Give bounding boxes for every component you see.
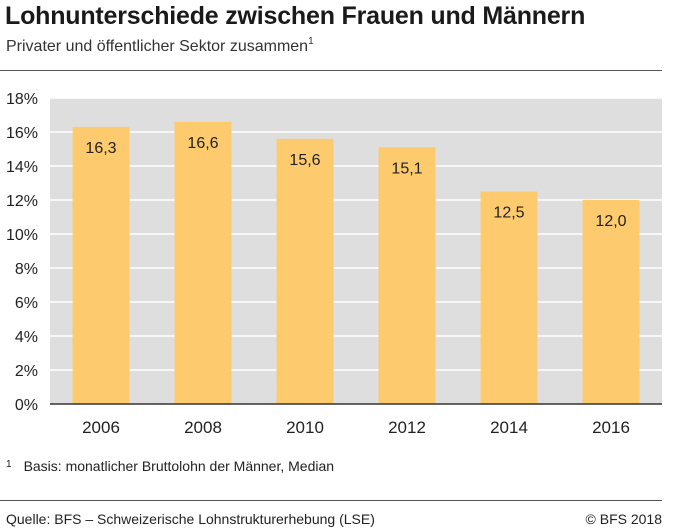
y-tick-label: 12%	[6, 193, 38, 210]
source-text: Quelle: BFS – Schweizerische Lohnstruktu…	[6, 511, 375, 527]
y-tick-label: 14%	[6, 159, 38, 176]
plot-background	[50, 98, 662, 404]
bar[interactable]	[378, 147, 436, 405]
x-tick-label: 2010	[286, 418, 324, 437]
bottom-divider	[0, 500, 662, 501]
bar-chart: 0% 2% 4% 6% 8% 10% 12% 14% 16% 18% 16,3 2006 16,6 200…	[6, 91, 662, 437]
bar-value-label: 16,6	[187, 135, 218, 152]
bar[interactable]	[480, 191, 538, 405]
chart-title: Lohnunterschiede zwischen Frauen und Män…	[5, 2, 586, 30]
footnote-text: Basis: monatlicher Bruttolohn der Männer…	[23, 458, 335, 474]
bar-value-label: 12,5	[493, 205, 524, 222]
top-divider	[0, 70, 662, 71]
x-tick-label: 2014	[490, 418, 528, 437]
chart-subtitle: Privater und öffentlicher Sektor zusamme…	[6, 36, 314, 56]
y-tick-label: 18%	[6, 91, 38, 108]
subtitle-footnote-mark: 1	[308, 36, 314, 47]
y-tick-label: 16%	[6, 125, 38, 142]
footnote: 1 Basis: monatlicher Bruttolohn der Männe…	[6, 458, 334, 474]
x-tick-label: 2008	[184, 418, 222, 437]
y-tick-label: 8%	[15, 261, 38, 278]
subtitle-text: Privater und öffentlicher Sektor zusamme…	[6, 38, 309, 55]
bar[interactable]	[276, 138, 334, 405]
y-tick-label: 4%	[15, 329, 38, 346]
y-tick-label: 0%	[15, 397, 38, 414]
bar-value-label: 15,6	[289, 152, 320, 169]
x-tick-label: 2006	[82, 418, 120, 437]
bar-value-label: 15,1	[391, 160, 422, 177]
bar-value-label: 12,0	[595, 213, 626, 230]
y-tick-label: 10%	[6, 227, 38, 244]
bar-value-label: 16,3	[85, 140, 116, 157]
footnote-mark: 1	[6, 459, 12, 470]
bar[interactable]	[174, 121, 232, 405]
y-tick-label: 2%	[15, 363, 38, 380]
x-tick-label: 2012	[388, 418, 426, 437]
copyright-text: © BFS 2018	[585, 511, 662, 527]
bar[interactable]	[582, 200, 640, 404]
bar[interactable]	[72, 126, 130, 405]
y-tick-label: 6%	[15, 295, 38, 312]
x-tick-label: 2016	[592, 418, 630, 437]
